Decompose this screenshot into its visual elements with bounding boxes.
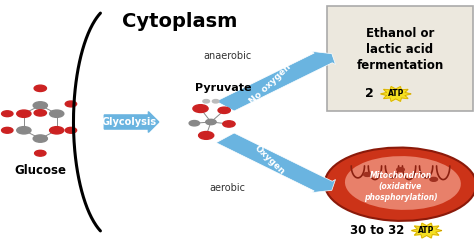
Circle shape <box>223 121 235 127</box>
Text: Mitochondrion
(oxidative
phosphorylation): Mitochondrion (oxidative phosphorylation… <box>364 171 438 202</box>
Circle shape <box>193 105 208 112</box>
Text: Pyruvate: Pyruvate <box>194 83 251 93</box>
Circle shape <box>203 100 210 103</box>
Text: Ethanol or
lactic acid
fermentation: Ethanol or lactic acid fermentation <box>356 27 444 72</box>
Text: anaerobic: anaerobic <box>203 51 252 61</box>
Ellipse shape <box>345 156 461 210</box>
Text: ATP: ATP <box>388 90 404 98</box>
Circle shape <box>17 110 31 117</box>
Circle shape <box>34 110 46 116</box>
Circle shape <box>50 110 64 117</box>
Circle shape <box>1 111 13 117</box>
Circle shape <box>34 85 46 92</box>
Circle shape <box>212 100 219 103</box>
Circle shape <box>430 177 438 181</box>
Text: ATP: ATP <box>419 226 435 235</box>
Circle shape <box>199 132 214 139</box>
Circle shape <box>33 102 47 109</box>
Circle shape <box>35 150 46 156</box>
FancyArrow shape <box>216 51 336 111</box>
Circle shape <box>50 127 64 134</box>
Circle shape <box>189 121 200 126</box>
Text: 2: 2 <box>365 87 374 101</box>
Circle shape <box>33 135 47 142</box>
Circle shape <box>65 127 77 133</box>
Polygon shape <box>381 87 411 101</box>
Circle shape <box>1 127 13 133</box>
Ellipse shape <box>325 148 474 221</box>
Circle shape <box>17 127 31 134</box>
FancyArrow shape <box>216 133 336 193</box>
FancyBboxPatch shape <box>327 6 473 111</box>
Circle shape <box>206 119 216 125</box>
Text: aerobic: aerobic <box>210 183 246 193</box>
Text: Oxygen: Oxygen <box>253 143 287 176</box>
Polygon shape <box>411 223 442 238</box>
Circle shape <box>364 173 371 176</box>
Text: No oxygen: No oxygen <box>247 62 292 106</box>
Text: Glycolysis: Glycolysis <box>101 117 156 127</box>
FancyArrow shape <box>104 112 159 132</box>
Circle shape <box>65 101 77 107</box>
Circle shape <box>397 168 404 172</box>
Text: 30 to 32: 30 to 32 <box>350 224 404 237</box>
Text: Glucose: Glucose <box>14 164 66 177</box>
Text: Cytoplasm: Cytoplasm <box>122 12 238 31</box>
Circle shape <box>218 107 230 113</box>
